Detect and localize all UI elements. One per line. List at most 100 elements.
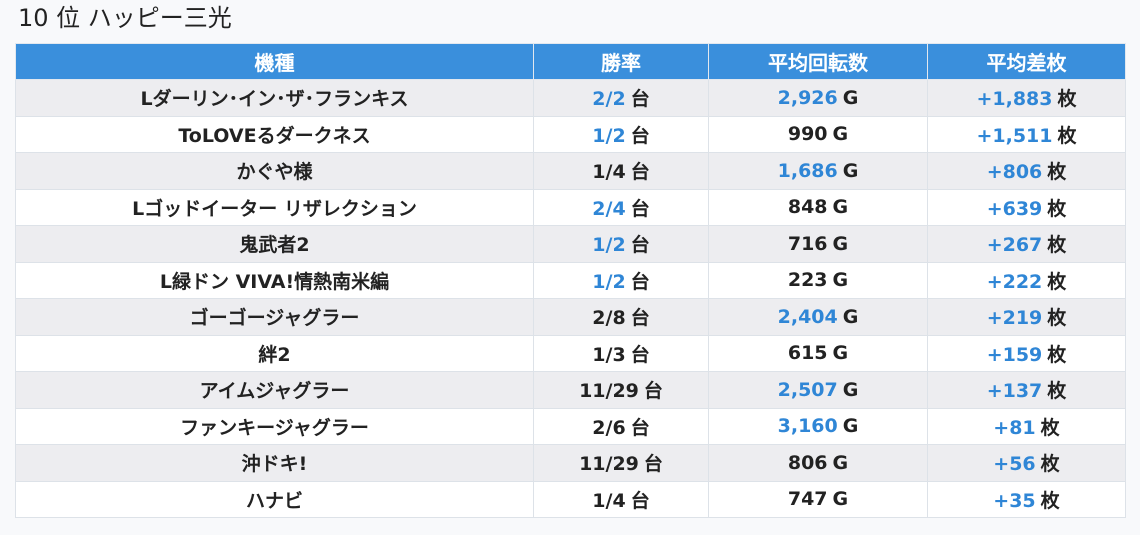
cell-model[interactable]: ToLOVEるダークネス (15, 115, 534, 153)
ranking-table: 機種 勝率 平均回転数 平均差枚 Lダーリン･イン･ザ･フランキス 2/2 台 2,9… (15, 43, 1126, 518)
unit-medals: 枚 (1040, 489, 1060, 512)
win-rate-value: 1/3 (592, 343, 626, 366)
cell-avg-spins: 990 G (708, 115, 928, 153)
cell-model[interactable]: 絆2 (15, 334, 534, 372)
cell-win-rate: 1/2 台 (533, 261, 709, 299)
unit-medals: 枚 (1047, 197, 1067, 220)
cell-avg-diff: +35 枚 (927, 480, 1126, 518)
win-rate-value: 2/2 (592, 88, 626, 111)
cell-win-rate: 1/4 台 (533, 480, 709, 518)
unit-medals: 枚 (1047, 307, 1067, 330)
cell-avg-spins: 806 G (708, 444, 928, 482)
unit-medals: 枚 (1057, 124, 1077, 147)
win-rate-value: 1/2 (592, 270, 626, 293)
avg-spins-value: 716 (787, 232, 828, 255)
unit-machines: 台 (630, 161, 650, 184)
model-name[interactable]: 沖ドキ! (241, 453, 308, 476)
unit-games: G (832, 123, 849, 146)
win-rate-value: 1/4 (592, 161, 626, 184)
unit-games: G (842, 305, 859, 328)
column-header-model[interactable]: 機種 (15, 43, 534, 80)
model-name[interactable]: ToLOVEるダークネス (178, 124, 371, 147)
cell-win-rate: 2/6 台 (533, 407, 709, 445)
avg-spins-value: 2,507 (777, 378, 838, 401)
cell-win-rate: 1/2 台 (533, 115, 709, 153)
avg-spins-value: 806 (787, 451, 828, 474)
model-name[interactable]: ハナビ (245, 489, 303, 512)
unit-games: G (832, 342, 849, 365)
unit-games: G (832, 451, 849, 474)
cell-win-rate: 1/3 台 (533, 334, 709, 372)
unit-games: G (832, 196, 849, 219)
unit-medals: 枚 (1047, 270, 1067, 293)
cell-avg-spins: 1,686 G (708, 152, 928, 190)
unit-machines: 台 (643, 453, 663, 476)
column-header-avg-spins[interactable]: 平均回転数 (708, 43, 928, 80)
model-name[interactable]: 鬼武者2 (239, 234, 310, 257)
avg-diff-value: +159 (986, 343, 1043, 366)
avg-diff-value: +222 (986, 270, 1043, 293)
cell-avg-diff: +1,883 枚 (927, 79, 1126, 117)
cell-avg-diff: +56 枚 (927, 444, 1126, 482)
cell-avg-diff: +222 枚 (927, 261, 1126, 299)
model-name[interactable]: Lゴッドイーター リザレクション (132, 197, 417, 220)
avg-spins-value: 3,160 (777, 415, 838, 438)
table-row: 絆2 1/3 台 615 G +159 枚 (15, 334, 1126, 372)
cell-avg-diff: +267 枚 (927, 225, 1126, 263)
cell-model[interactable]: Lゴッドイーター リザレクション (15, 188, 534, 226)
cell-model[interactable]: かぐや様 (15, 152, 534, 190)
table-row: ToLOVEるダークネス 1/2 台 990 G +1,511 枚 (15, 115, 1126, 153)
cell-win-rate: 2/8 台 (533, 298, 709, 336)
unit-machines: 台 (630, 197, 650, 220)
cell-model[interactable]: アイムジャグラー (15, 371, 534, 409)
unit-games: G (842, 86, 859, 109)
avg-spins-value: 223 (787, 269, 828, 292)
unit-games: G (842, 378, 859, 401)
win-rate-value: 2/8 (592, 307, 626, 330)
model-name[interactable]: アイムジャグラー (199, 380, 350, 403)
win-rate-value: 11/29 (579, 453, 639, 476)
unit-medals: 枚 (1047, 380, 1067, 403)
model-name[interactable]: Lダーリン･イン･ザ･フランキス (140, 88, 409, 111)
cell-model[interactable]: ファンキージャグラー (15, 407, 534, 445)
cell-avg-diff: +137 枚 (927, 371, 1126, 409)
unit-medals: 枚 (1047, 234, 1067, 257)
model-name[interactable]: ゴーゴージャグラー (189, 307, 360, 330)
cell-model[interactable]: 鬼武者2 (15, 225, 534, 263)
unit-games: G (832, 269, 849, 292)
avg-diff-value: +806 (986, 161, 1043, 184)
cell-model[interactable]: L緑ドン VIVA!情熱南米編 (15, 261, 534, 299)
avg-diff-value: +81 (993, 416, 1036, 439)
avg-diff-value: +1,511 (976, 124, 1053, 147)
win-rate-value: 1/4 (592, 489, 626, 512)
column-header-win-rate[interactable]: 勝率 (533, 43, 709, 80)
avg-spins-value: 1,686 (777, 159, 838, 182)
cell-win-rate: 2/4 台 (533, 188, 709, 226)
avg-spins-value: 990 (787, 123, 828, 146)
column-header-avg-diff[interactable]: 平均差枚 (927, 43, 1126, 80)
unit-games: G (842, 415, 859, 438)
model-name[interactable]: 絆2 (258, 343, 291, 366)
cell-avg-spins: 2,926 G (708, 79, 928, 117)
cell-avg-diff: +639 枚 (927, 188, 1126, 226)
avg-spins-value: 2,404 (777, 305, 838, 328)
cell-avg-diff: +219 枚 (927, 298, 1126, 336)
model-name[interactable]: L緑ドン VIVA!情熱南米編 (159, 270, 390, 293)
avg-spins-value: 2,926 (777, 86, 838, 109)
cell-avg-spins: 716 G (708, 225, 928, 263)
unit-games: G (832, 488, 849, 511)
table-body: Lダーリン･イン･ザ･フランキス 2/2 台 2,926 G +1,883 枚 ToLOVEる… (15, 79, 1126, 518)
cell-avg-spins: 3,160 G (708, 407, 928, 445)
model-name[interactable]: かぐや様 (236, 161, 313, 184)
unit-medals: 枚 (1040, 416, 1060, 439)
cell-model[interactable]: ゴーゴージャグラー (15, 298, 534, 336)
unit-games: G (832, 232, 849, 255)
unit-medals: 枚 (1040, 453, 1060, 476)
cell-model[interactable]: ハナビ (15, 480, 534, 518)
unit-medals: 枚 (1057, 88, 1077, 111)
cell-avg-spins: 2,404 G (708, 298, 928, 336)
cell-model[interactable]: Lダーリン･イン･ザ･フランキス (15, 79, 534, 117)
cell-model[interactable]: 沖ドキ! (15, 444, 534, 482)
cell-avg-spins: 747 G (708, 480, 928, 518)
model-name[interactable]: ファンキージャグラー (180, 416, 369, 439)
